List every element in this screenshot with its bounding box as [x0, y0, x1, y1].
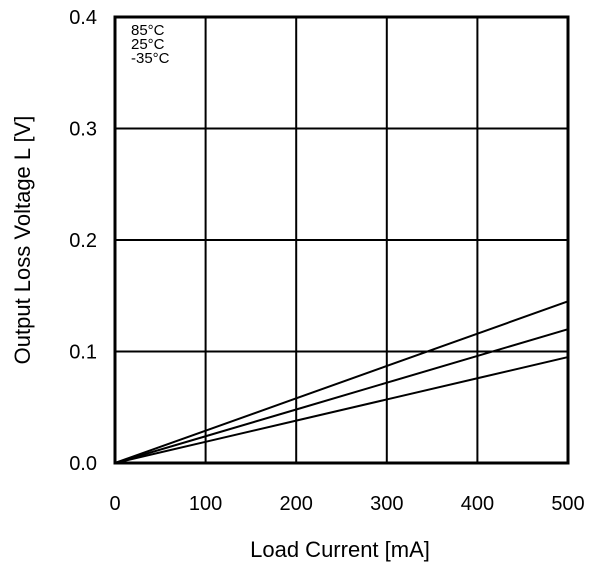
legend-entry: -35°C [131, 50, 170, 67]
x-tick-label: 400 [461, 493, 494, 515]
y-tick-label: 0.1 [69, 342, 97, 364]
series-line [114, 328, 569, 464]
y-tick-label: 0.3 [69, 119, 97, 141]
plot-frame [113, 15, 570, 465]
y-axis-title: Output Loss Voltage L [V] [10, 116, 35, 365]
x-tick-label: 500 [551, 493, 584, 515]
y-tick-labels: 0.0 0.1 0.2 0.3 0.4 [69, 7, 97, 475]
x-tick-label: 300 [370, 493, 403, 515]
y-tick-label: 0.4 [69, 7, 97, 29]
series-lines [114, 300, 569, 464]
x-axis-title: Load Current [mA] [250, 537, 430, 562]
y-tick-label: 0.0 [69, 453, 97, 475]
legend-entry: 25°C [131, 36, 165, 53]
x-tick-labels: 0 100 200 300 400 500 [109, 493, 584, 515]
y-tick-label: 0.2 [69, 230, 97, 252]
legend-entry: 85°C [131, 22, 165, 39]
x-tick-label: 200 [280, 493, 313, 515]
grid-lines [115, 17, 568, 463]
series-line [114, 300, 569, 464]
x-tick-label: 0 [109, 493, 120, 515]
legend: 85°C25°C-35°C [131, 22, 170, 67]
x-tick-label: 100 [189, 493, 222, 515]
series-line [114, 356, 569, 464]
